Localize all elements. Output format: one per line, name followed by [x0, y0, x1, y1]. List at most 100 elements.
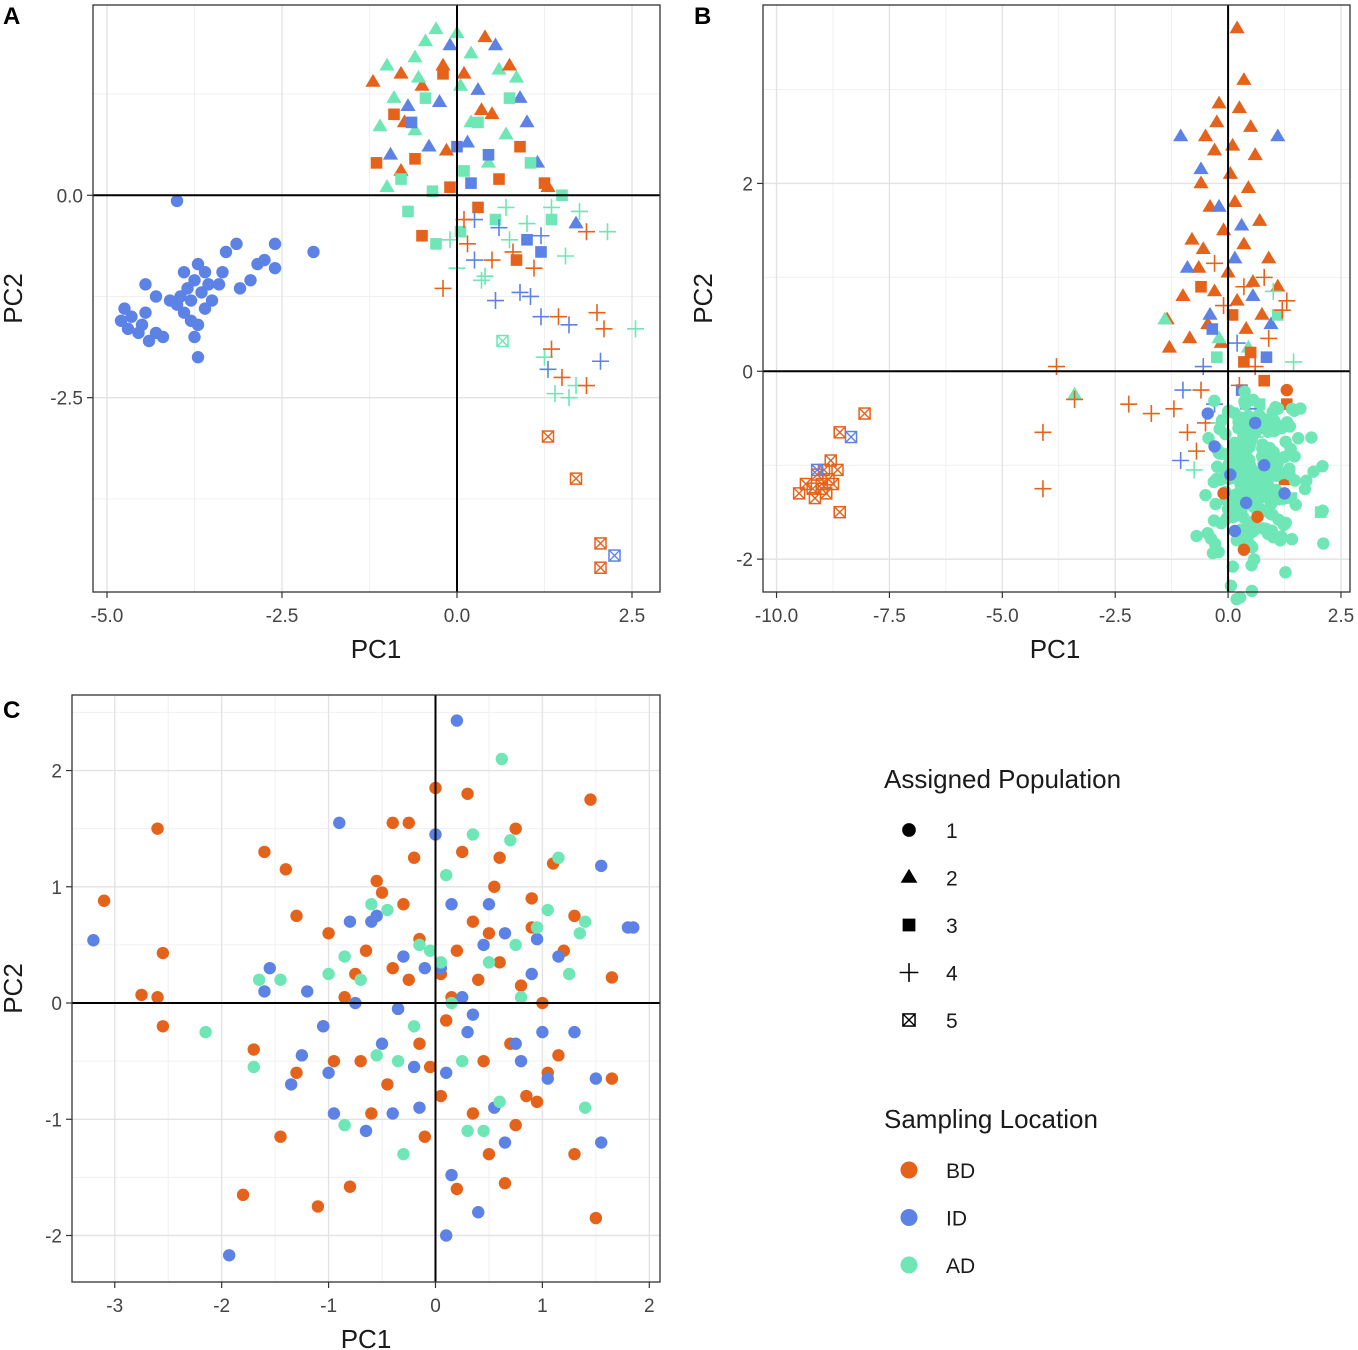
point-a-id: [375, 1037, 389, 1050]
point-a-ad: [1289, 498, 1302, 511]
series-12: [1201, 407, 1291, 538]
point-e-bd: [833, 426, 847, 439]
point-b-ad: [386, 90, 402, 103]
point-a-id: [472, 1206, 485, 1219]
point-a-ad: [1292, 432, 1305, 445]
series-1: [87, 714, 640, 1262]
point-b-bd: [1182, 330, 1198, 344]
point-b-bd: [365, 73, 381, 87]
point-a-bd: [311, 1200, 325, 1213]
point-c-bd: [437, 68, 449, 80]
point-b-id: [1202, 306, 1218, 320]
point-a-bd: [509, 822, 522, 835]
point-a-ad: [199, 1025, 212, 1039]
point-a-bd: [509, 1118, 522, 1132]
point-b-bd: [1231, 100, 1247, 114]
point-a-bd: [343, 1180, 357, 1193]
point-a-ad: [466, 828, 480, 841]
y-tick-label: 0: [51, 994, 62, 1015]
point-a-ad: [1245, 559, 1258, 572]
y-tick-label: 2: [742, 174, 753, 195]
point-b-bd: [1245, 274, 1261, 287]
legend-color-id: [900, 1209, 918, 1226]
point-c-bd: [416, 229, 428, 242]
point-b-id: [442, 37, 458, 51]
y-tick-label: 2: [51, 762, 62, 783]
point-d-bd: [1187, 442, 1205, 460]
point-a-ad: [247, 1060, 260, 1074]
point-d-id: [560, 316, 578, 334]
point-a-id: [445, 898, 458, 911]
point-a-id: [170, 194, 184, 208]
point-c-bd: [538, 177, 551, 189]
point-d-ad: [1285, 353, 1303, 371]
point-a-bd: [135, 988, 148, 1002]
point-a-bd: [258, 845, 271, 859]
point-b-bd: [1240, 180, 1257, 193]
axis-ticks: -5.0 -2.5 0.0 2.5 -2.5 0.0: [50, 186, 645, 627]
point-a-ad: [1207, 475, 1220, 489]
point-c-bd: [1278, 473, 1291, 486]
point-a-ad: [514, 991, 528, 1004]
point-a-ad: [541, 903, 554, 917]
point-b-id: [1263, 316, 1279, 330]
point-a-id: [1278, 487, 1291, 500]
point-a-bd: [439, 1014, 453, 1027]
point-d-bd: [1206, 254, 1224, 272]
point-a-bd: [466, 1107, 480, 1120]
point-a-bd: [472, 973, 485, 986]
point-e-bd: [569, 472, 583, 485]
y-tick-label: -2: [736, 550, 753, 571]
point-d-bd: [483, 251, 501, 269]
point-b-bd: [1209, 114, 1225, 128]
point-d-bd: [1278, 292, 1296, 310]
point-d-bd: [1273, 301, 1291, 319]
point-c-id: [482, 148, 495, 161]
point-d-id: [532, 227, 550, 245]
legend-population-label: 5: [946, 1010, 958, 1033]
point-a-bd: [434, 1089, 448, 1103]
point-b-bd: [1229, 20, 1245, 34]
x-tick-label: -1: [320, 1296, 337, 1317]
legend-color-bd: [900, 1161, 918, 1179]
point-c-id: [1260, 351, 1273, 363]
legend-color-ad: [900, 1256, 918, 1274]
legend: Assigned Population 1 2 3 4 5 Sampling Locat…: [884, 764, 1121, 1278]
series-4: [496, 334, 621, 574]
point-d-ad: [560, 389, 578, 407]
point-c-bd: [1280, 398, 1293, 410]
x-tick-label: 2.5: [1328, 606, 1354, 627]
point-a-bd: [482, 1147, 496, 1161]
point-a-ad: [1256, 438, 1269, 451]
point-a-id: [191, 257, 205, 271]
legend-location-keys: BD ID AD: [900, 1160, 975, 1278]
y-tick-label: 1: [51, 878, 62, 899]
data-points: [87, 714, 640, 1262]
panel-border: [92, 4, 661, 593]
point-d-ad: [497, 198, 515, 216]
point-d-bd: [588, 304, 606, 322]
point-c-ad: [419, 92, 432, 104]
point-a-ad: [1307, 465, 1320, 478]
point-d-bd: [459, 235, 476, 253]
legend-title-location: Sampling Location: [884, 1104, 1098, 1134]
point-b-bd: [473, 102, 490, 116]
point-b-id: [459, 134, 476, 148]
point-a-id: [391, 1002, 405, 1016]
point-a-ad: [495, 752, 508, 766]
point-a-id: [121, 322, 135, 336]
point-a-id: [268, 261, 282, 275]
point-b-bd: [435, 57, 451, 71]
point-a-id: [530, 932, 544, 946]
point-b-bd: [1211, 95, 1227, 109]
x-tick-label: 2.5: [619, 606, 645, 627]
point-a-id: [142, 334, 156, 348]
point-a-bd: [1251, 510, 1264, 524]
point-a-id: [461, 1025, 474, 1039]
point-a-ad: [381, 903, 394, 917]
legend-population-label: 3: [946, 915, 958, 938]
data-points: [114, 21, 644, 574]
point-a-id: [268, 237, 282, 251]
point-a-bd: [568, 909, 581, 923]
point-a-id: [552, 950, 565, 963]
